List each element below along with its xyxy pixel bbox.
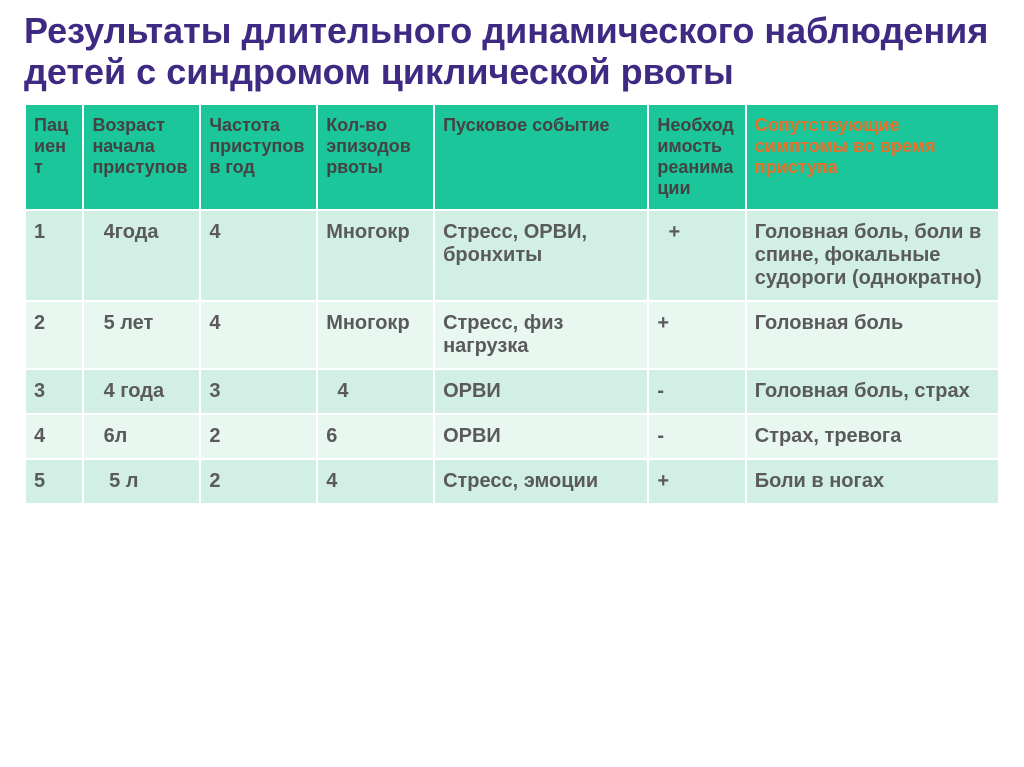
table-cell: 2: [200, 414, 317, 459]
table-header-cell: Кол-во эпизодов рвоты: [317, 104, 434, 210]
table-cell: 4: [25, 414, 83, 459]
table-cell: Стресс, эмоции: [434, 459, 648, 504]
table-cell: 3: [25, 369, 83, 414]
table-cell: 5 лет: [83, 301, 200, 369]
table-row: 3 4 года3 4ОРВИ-Головная боль, страх: [25, 369, 999, 414]
table-cell: 2: [200, 459, 317, 504]
table-cell: -: [648, 369, 745, 414]
table-header-cell: Пациент: [25, 104, 83, 210]
table-cell: 4: [200, 210, 317, 301]
table-cell: Многокр: [317, 301, 434, 369]
table-cell: 1: [25, 210, 83, 301]
table-header-cell: Частота приступов в год: [200, 104, 317, 210]
table-cell: 4 года: [83, 369, 200, 414]
table-row: 5 5 л24Стресс, эмоции+Боли в ногах: [25, 459, 999, 504]
table-header-row: ПациентВозраст начала приступовЧастота п…: [25, 104, 999, 210]
table-cell: Головная боль: [746, 301, 999, 369]
table-cell: 4: [317, 369, 434, 414]
table-row: 1 4года4МногокрСтресс, ОРВИ, бронхиты +Г…: [25, 210, 999, 301]
table-cell: +: [648, 210, 745, 301]
table-cell: 6: [317, 414, 434, 459]
table-cell: 4: [317, 459, 434, 504]
table-row: 2 5 лет4МногокрСтресс, физ нагрузка+Голо…: [25, 301, 999, 369]
table-cell: 6л: [83, 414, 200, 459]
table-cell: 2: [25, 301, 83, 369]
table-header-cell: Пусковое событие: [434, 104, 648, 210]
table-cell: 3: [200, 369, 317, 414]
table-cell: Боли в ногах: [746, 459, 999, 504]
table-row: 4 6л26ОРВИ-Страх, тревога: [25, 414, 999, 459]
table-cell: 4: [200, 301, 317, 369]
table-cell: Головная боль, страх: [746, 369, 999, 414]
table-cell: +: [648, 301, 745, 369]
table-cell: +: [648, 459, 745, 504]
table-header-cell: Сопутствующие симптомы во время приступа: [746, 104, 999, 210]
table-cell: Стресс, физ нагрузка: [434, 301, 648, 369]
table-cell: Страх, тревога: [746, 414, 999, 459]
table-cell: ОРВИ: [434, 369, 648, 414]
table-header-cell: Возраст начала приступов: [83, 104, 200, 210]
table-cell: 4года: [83, 210, 200, 301]
table-cell: Стресс, ОРВИ, бронхиты: [434, 210, 648, 301]
table-header-cell: Необходимость реанимации: [648, 104, 745, 210]
table-cell: -: [648, 414, 745, 459]
table-cell: 5: [25, 459, 83, 504]
table-cell: 5 л: [83, 459, 200, 504]
slide: Результаты длительного динамического наб…: [0, 0, 1024, 767]
table-cell: Многокр: [317, 210, 434, 301]
table-cell: ОРВИ: [434, 414, 648, 459]
table-cell: Головная боль, боли в спине, фокальные с…: [746, 210, 999, 301]
page-title: Результаты длительного динамического наб…: [24, 10, 1000, 93]
data-table: ПациентВозраст начала приступовЧастота п…: [24, 103, 1000, 505]
